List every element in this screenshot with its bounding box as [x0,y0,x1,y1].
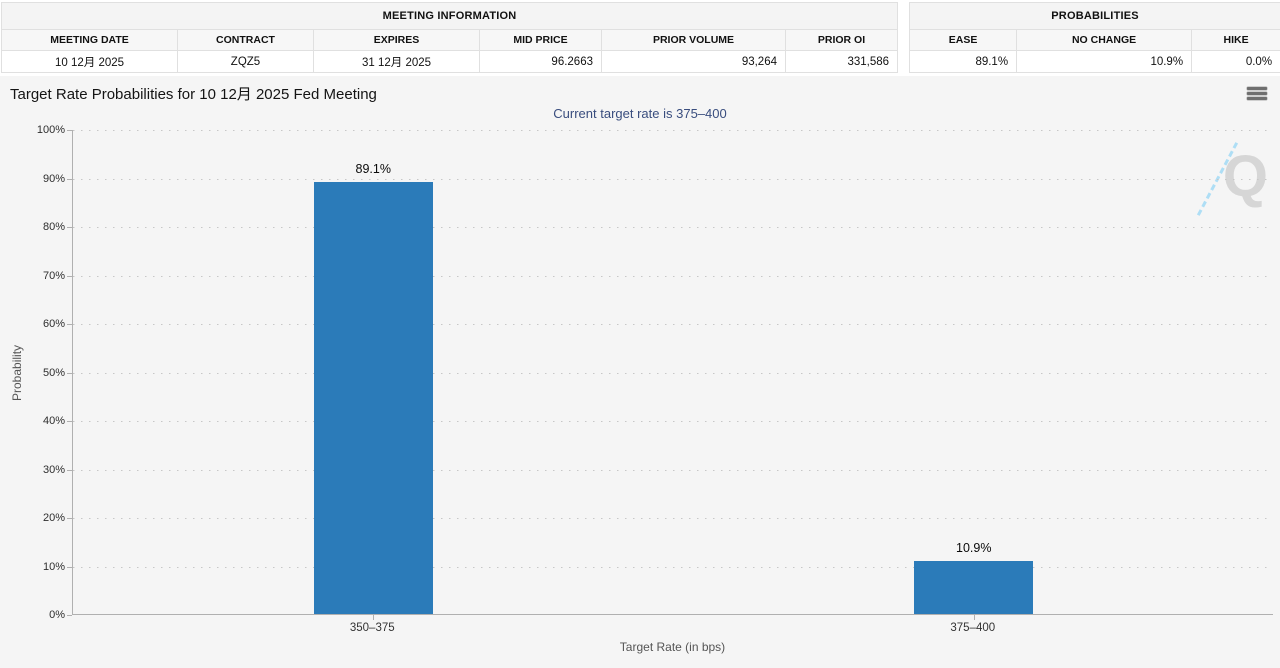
meeting-info-row: 10 12月 2025 ZQZ5 31 12月 2025 96.2663 93,… [1,50,899,73]
gridline-20 [73,518,1273,519]
y-tick-20 [67,518,72,519]
col-prior-volume: PRIOR VOLUME [601,29,786,51]
gridline-10 [73,566,1273,568]
x-axis-title: Target Rate (in bps) [619,640,726,654]
y-tick-70 [67,275,72,277]
y-tick-90 [67,178,72,180]
y-tick-label-50: 50% [42,366,65,379]
y-tick-label-70: 70% [42,269,65,282]
summary-tables: MEETING INFORMATION MEETING DATE CONTRAC… [0,2,1280,73]
y-tick-label-100: 100% [36,124,65,136]
col-meeting-date: MEETING DATE [1,29,178,51]
gridline-90 [73,178,1273,180]
prior-volume-value: 93,264 [601,50,786,73]
y-tick-label-80: 80% [42,221,65,233]
probabilities-row: 89.1% 10.9% 0.0% [909,50,1280,73]
y-tick-60 [67,324,72,325]
y-tick-10 [67,566,72,568]
y-tick-40 [67,421,72,422]
bar-value-label: 89.1% [355,161,391,176]
x-axis-categories: 350–375 375–400 [72,622,1273,638]
meeting-information-table: MEETING INFORMATION MEETING DATE CONTRAC… [0,2,899,73]
probabilities-table: PROBABILITIES EASE NO CHANGE HIKE 89.1% … [909,2,1280,73]
prior-oi-value: 331,586 [784,50,899,73]
expires-value: 31 12月 2025 [313,50,480,73]
y-tick-label-10: 10% [42,560,65,573]
gridline-30 [73,469,1273,471]
y-tick-label-30: 30% [42,463,65,476]
col-hike: HIKE [1191,29,1280,51]
hamburger-menu-icon[interactable] [1247,87,1267,102]
col-mid-price: MID PRICE [479,29,602,51]
x-tick-375–400 [973,615,975,620]
ease-value: 89.1% [909,50,1018,73]
col-ease: EASE [909,29,1018,51]
y-axis-labels: 0% 10% 20% 30% 40% 50% 60% 70% 80% 90% 100% [0,124,67,621]
probabilities-header: PROBABILITIES [909,2,1280,30]
meeting-date-value: 10 12月 2025 [1,50,178,73]
y-tick-label-20: 20% [42,512,65,524]
y-tick-50 [67,372,72,374]
bar-375–400[interactable] [914,561,1034,614]
contract-value: ZQZ5 [177,50,314,73]
x-category-label: 375–400 [950,622,996,634]
gridline-100 [73,130,1273,131]
bar-value-label: 10.9% [956,541,992,556]
y-tick-label-0: 0% [49,609,65,621]
y-tick-0 [67,615,72,616]
gridline-70 [73,275,1273,277]
y-tick-30 [67,469,72,471]
y-tick-100 [67,130,72,131]
target-rate-probability-chart: Target Rate Probabilities for 10 12月 202… [0,76,1280,668]
x-tick-350–375 [373,615,375,620]
watermark-q-logo: Q [1222,144,1268,209]
y-tick-label-60: 60% [42,318,65,330]
y-tick-label-40: 40% [42,415,65,427]
y-tick-80 [67,227,72,228]
col-prior-oi: PRIOR OI [784,29,899,51]
quikstrike-watermark: Q [1186,136,1272,224]
chart-title: Target Rate Probabilities for 10 12月 202… [10,86,377,103]
hike-value: 0.0% [1191,50,1280,73]
no-change-value: 10.9% [1016,50,1193,73]
x-category-label: 350–375 [349,622,395,634]
chart-subtitle: Current target rate is 375–400 [553,106,727,121]
gridline-50 [73,372,1273,374]
plot-area: 89.1% 10.9% [67,130,1273,620]
gridline-60 [73,324,1273,325]
gridline-80 [73,227,1273,228]
meeting-information-header: MEETING INFORMATION [0,2,899,30]
col-expires: EXPIRES [313,29,480,51]
col-no-change: NO CHANGE [1016,29,1193,51]
gridline-40 [73,421,1273,422]
bar-350–375[interactable] [313,181,433,614]
mid-price-value: 96.2663 [479,50,602,73]
col-contract: CONTRACT [177,29,314,51]
y-tick-label-90: 90% [42,172,65,185]
